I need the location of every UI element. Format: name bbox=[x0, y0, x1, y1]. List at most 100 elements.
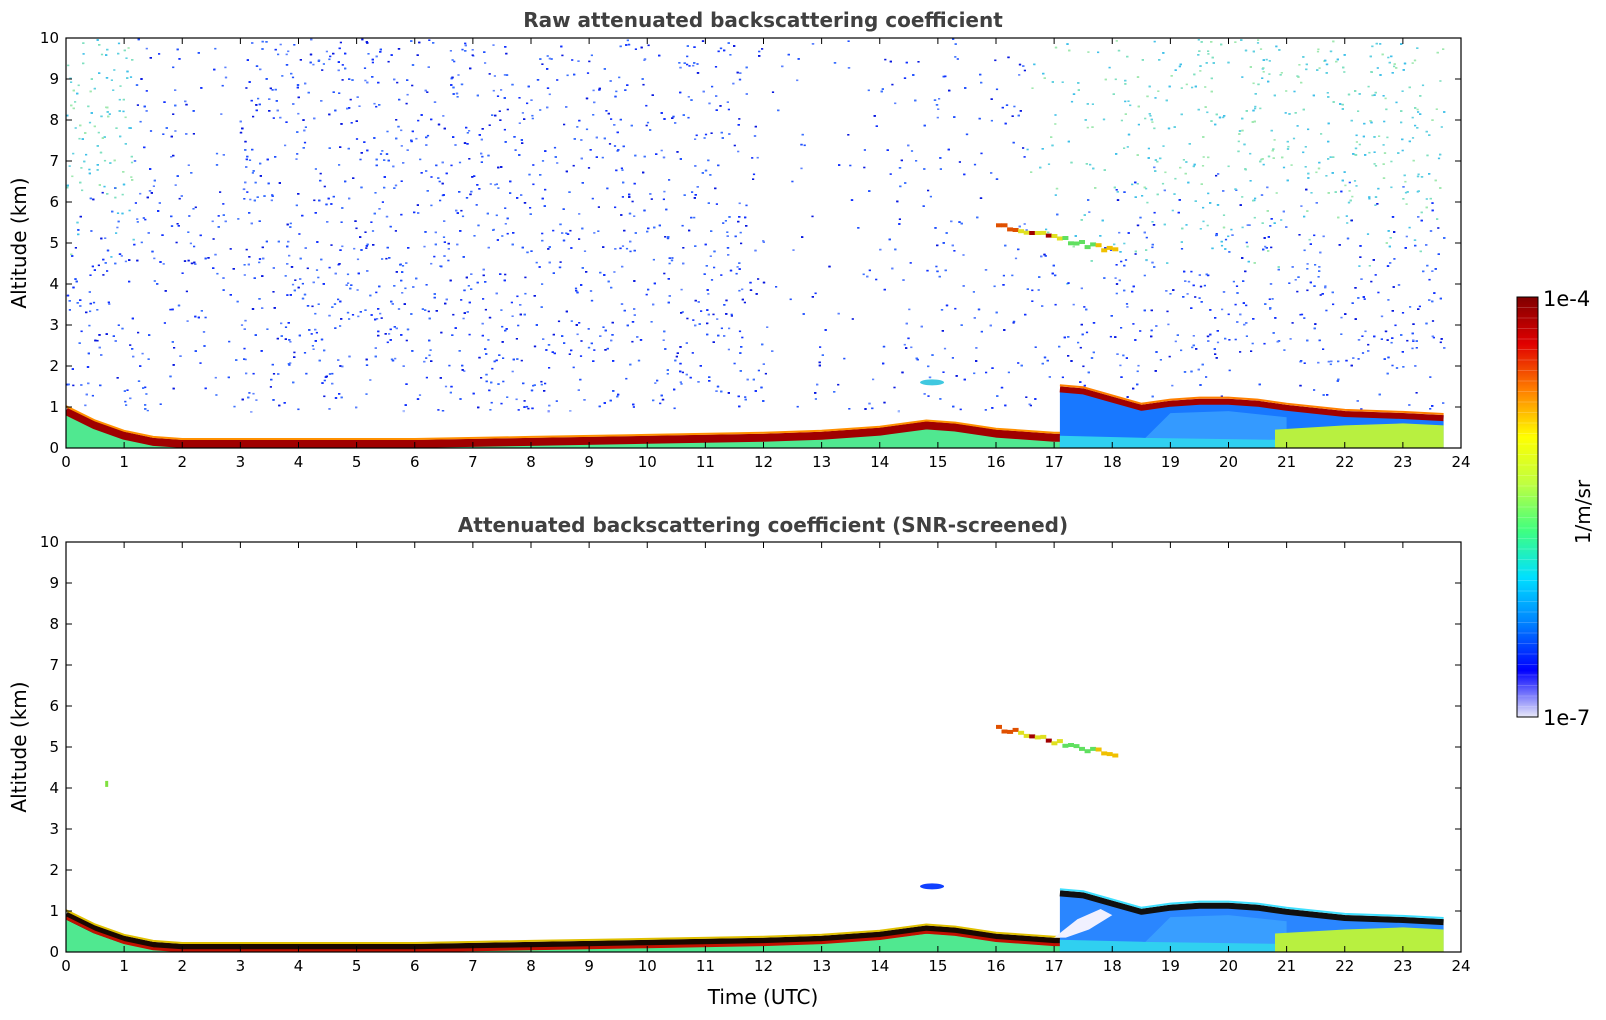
noise-pixel bbox=[615, 169, 618, 172]
noise-pixel bbox=[587, 346, 591, 349]
noise-pixel bbox=[1262, 248, 1265, 251]
noise-pixel bbox=[575, 324, 578, 326]
noise-pixel bbox=[1237, 140, 1240, 143]
noise-pixel bbox=[627, 43, 631, 46]
noise-pixel bbox=[365, 247, 368, 249]
noise-pixel bbox=[531, 117, 534, 120]
noise-pixel bbox=[690, 216, 693, 219]
noise-pixel bbox=[867, 89, 870, 92]
noise-pixel bbox=[459, 398, 462, 400]
noise-pixel bbox=[664, 348, 667, 350]
noise-pixel bbox=[321, 69, 324, 71]
noise-pixel bbox=[169, 375, 172, 378]
noise-pixel bbox=[730, 315, 733, 317]
noise-pixel bbox=[1115, 283, 1119, 285]
noise-pixel bbox=[752, 378, 755, 381]
noise-pixel bbox=[1150, 118, 1153, 121]
noise-pixel bbox=[315, 331, 318, 334]
noise-pixel bbox=[1227, 61, 1230, 64]
noise-pixel bbox=[139, 192, 142, 195]
noise-pixel bbox=[105, 54, 108, 56]
noise-pixel bbox=[495, 292, 498, 295]
noise-pixel bbox=[1411, 137, 1415, 139]
noise-pixel bbox=[889, 60, 892, 63]
noise-pixel bbox=[176, 223, 179, 225]
noise-pixel bbox=[338, 164, 341, 166]
noise-pixel bbox=[1222, 226, 1226, 229]
noise-pixel bbox=[691, 191, 694, 193]
noise-pixel bbox=[671, 117, 674, 119]
noise-pixel bbox=[468, 301, 471, 304]
noise-pixel bbox=[177, 225, 180, 227]
noise-pixel bbox=[1386, 265, 1390, 267]
noise-pixel bbox=[172, 113, 175, 115]
noise-pixel bbox=[1306, 268, 1309, 270]
noise-pixel bbox=[390, 358, 394, 361]
noise-pixel bbox=[1269, 308, 1272, 310]
noise-pixel bbox=[272, 373, 276, 375]
noise-pixel bbox=[1378, 135, 1381, 137]
noise-pixel bbox=[72, 384, 75, 387]
noise-pixel bbox=[136, 259, 139, 262]
noise-pixel bbox=[1126, 55, 1129, 58]
noise-pixel bbox=[1297, 276, 1300, 278]
noise-pixel bbox=[558, 266, 562, 269]
noise-pixel bbox=[107, 301, 110, 304]
noise-pixel bbox=[580, 284, 583, 286]
noise-pixel bbox=[202, 331, 206, 333]
noise-pixel bbox=[1247, 260, 1250, 263]
noise-pixel bbox=[1431, 202, 1434, 204]
noise-pixel bbox=[1384, 330, 1388, 333]
noise-pixel bbox=[370, 314, 373, 316]
noise-pixel bbox=[1341, 179, 1344, 182]
noise-pixel bbox=[518, 97, 521, 99]
noise-pixel bbox=[439, 199, 442, 202]
noise-pixel bbox=[1373, 94, 1376, 96]
noise-pixel bbox=[246, 155, 249, 158]
noise-pixel bbox=[369, 294, 372, 297]
noise-pixel bbox=[1298, 234, 1301, 236]
noise-pixel bbox=[1114, 336, 1117, 338]
noise-pixel bbox=[1214, 353, 1217, 355]
noise-pixel bbox=[122, 110, 125, 113]
noise-pixel bbox=[1221, 308, 1224, 311]
noise-pixel bbox=[1280, 72, 1283, 74]
noise-pixel bbox=[927, 365, 930, 368]
noise-pixel bbox=[502, 357, 505, 359]
noise-pixel bbox=[710, 132, 713, 134]
noise-pixel bbox=[104, 237, 107, 239]
noise-pixel bbox=[754, 390, 757, 392]
noise-pixel bbox=[143, 146, 146, 149]
noise-pixel bbox=[963, 173, 966, 176]
noise-pixel bbox=[126, 70, 129, 73]
noise-pixel bbox=[128, 127, 131, 129]
noise-pixel bbox=[185, 290, 188, 293]
noise-pixel bbox=[70, 104, 73, 107]
noise-pixel bbox=[1267, 236, 1270, 238]
noise-pixel bbox=[375, 105, 378, 108]
noise-pixel bbox=[346, 311, 350, 314]
noise-pixel bbox=[922, 205, 925, 207]
noise-pixel bbox=[214, 376, 217, 379]
noise-pixel bbox=[645, 293, 648, 296]
noise-pixel bbox=[621, 169, 624, 171]
noise-pixel bbox=[425, 284, 428, 286]
noise-pixel bbox=[293, 44, 296, 46]
noise-pixel bbox=[1416, 175, 1420, 178]
noise-pixel bbox=[426, 91, 429, 93]
noise-pixel bbox=[124, 400, 127, 403]
noise-pixel bbox=[1392, 286, 1395, 288]
noise-pixel bbox=[650, 321, 653, 323]
noise-pixel bbox=[1227, 313, 1230, 316]
noise-pixel bbox=[1070, 100, 1074, 103]
noise-pixel bbox=[542, 338, 545, 340]
noise-pixel bbox=[800, 167, 803, 170]
noise-pixel bbox=[1429, 376, 1432, 378]
noise-pixel bbox=[504, 223, 507, 225]
noise-pixel bbox=[1224, 248, 1227, 250]
noise-pixel bbox=[70, 81, 73, 83]
noise-pixel bbox=[1313, 234, 1316, 237]
noise-pixel bbox=[433, 101, 437, 103]
noise-pixel bbox=[1125, 303, 1129, 305]
noise-pixel bbox=[311, 305, 314, 308]
